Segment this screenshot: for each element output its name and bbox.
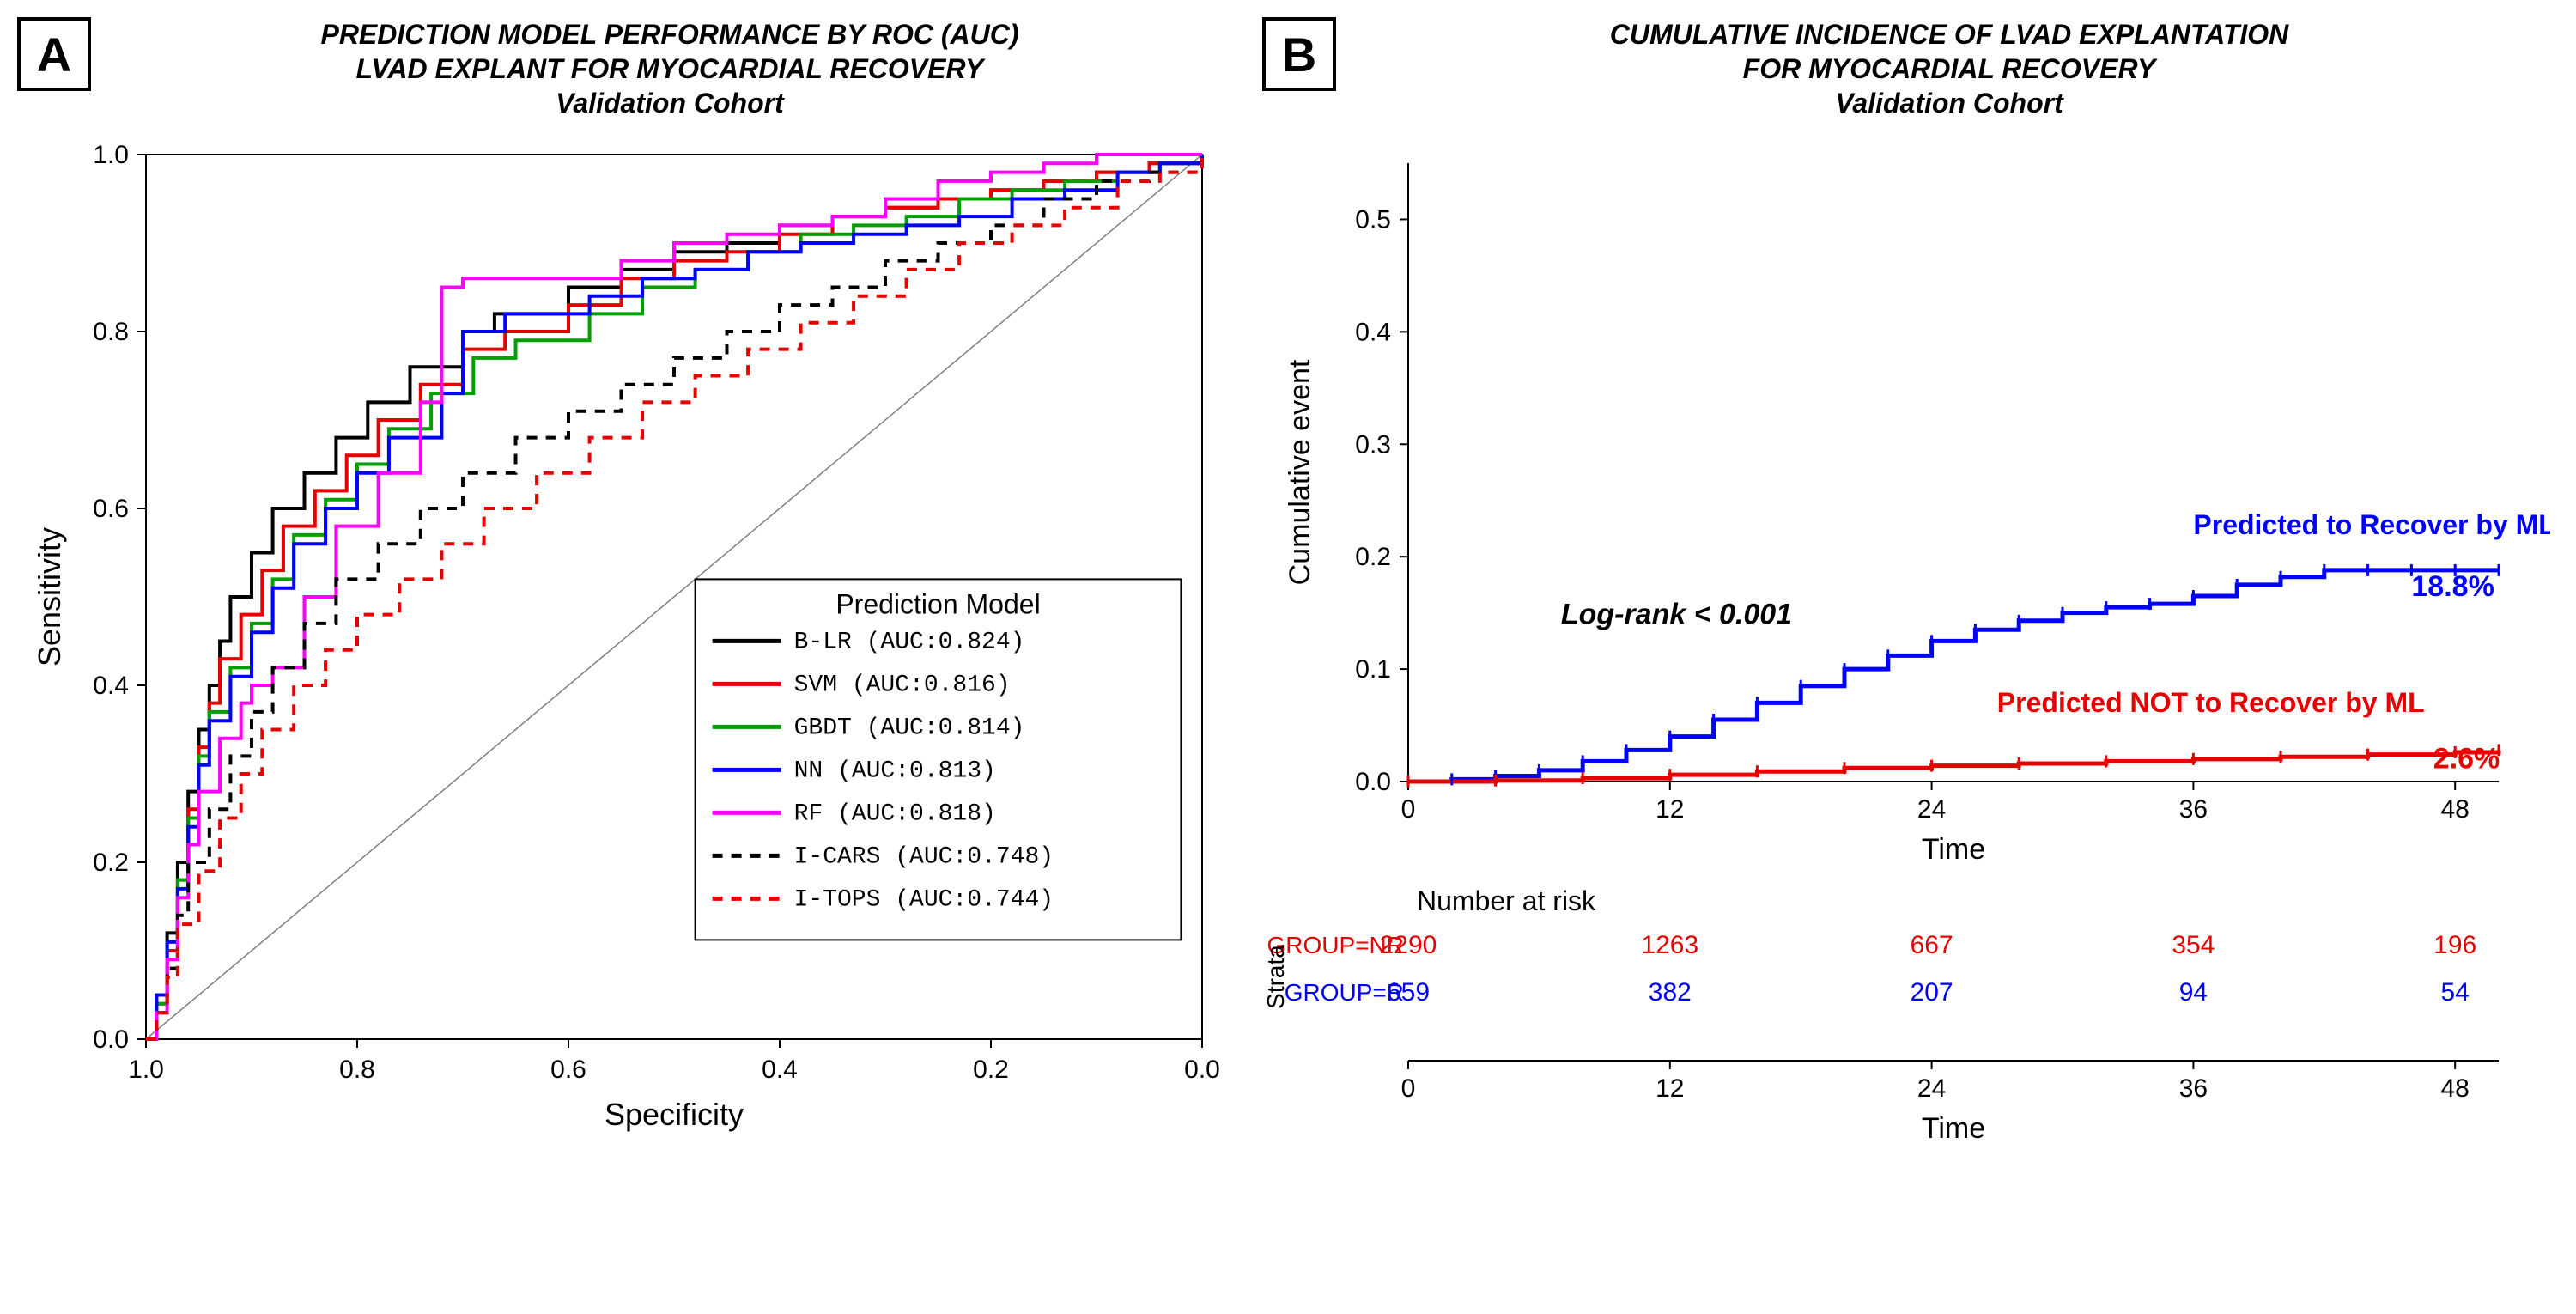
svg-text:Number at risk: Number at risk xyxy=(1417,885,1596,916)
roc-chart: 1.0 0.8 0.6 0.4 0.2 0.0 0.0 0.2 0.4 0.6 0.8 1.0 Spec… xyxy=(17,129,1236,1297)
svg-text:24: 24 xyxy=(1917,1074,1946,1103)
svg-text:382: 382 xyxy=(1649,978,1692,1007)
svg-text:0.6: 0.6 xyxy=(550,1055,586,1084)
svg-text:0: 0 xyxy=(1401,795,1416,824)
panel-b-title-line3: Validation Cohort xyxy=(1348,86,2550,120)
svg-text:GBDT (AUC:0.814): GBDT (AUC:0.814) xyxy=(794,715,1025,741)
svg-text:Time: Time xyxy=(1922,1112,1985,1145)
svg-text:0.2: 0.2 xyxy=(1355,543,1391,571)
km-chart: 0 12 24 36 48 0.0 0.1 0.2 0.3 0.4 0.5 Time Cumulativ… xyxy=(1262,129,2550,1297)
panel-a-badge: A xyxy=(17,17,91,91)
svg-text:SVM (AUC:0.816): SVM (AUC:0.816) xyxy=(794,672,1011,698)
svg-text:2.6%: 2.6% xyxy=(2433,742,2500,775)
svg-text:0.2: 0.2 xyxy=(93,849,129,877)
svg-text:Time: Time xyxy=(1922,833,1985,866)
svg-text:24: 24 xyxy=(1917,795,1946,824)
svg-text:0.3: 0.3 xyxy=(1355,430,1391,459)
svg-text:196: 196 xyxy=(2433,931,2476,959)
svg-text:48: 48 xyxy=(2441,795,2470,824)
svg-text:0.2: 0.2 xyxy=(973,1055,1009,1084)
svg-text:Strata: Strata xyxy=(1262,945,1289,1009)
panel-a-title: PREDICTION MODEL PERFORMANCE BY ROC (AUC… xyxy=(103,17,1236,120)
svg-text:12: 12 xyxy=(1656,795,1684,824)
svg-text:667: 667 xyxy=(1911,931,1953,959)
panel-a: A PREDICTION MODEL PERFORMANCE BY ROC (A… xyxy=(17,17,1236,1297)
svg-text:Log-rank < 0.001: Log-rank < 0.001 xyxy=(1561,599,1792,631)
svg-text:0.4: 0.4 xyxy=(1355,318,1391,346)
svg-text:Predicted to Recover by ML: Predicted to Recover by ML xyxy=(2193,509,2550,540)
svg-text:Cumulative event: Cumulative event xyxy=(1284,359,1316,585)
svg-text:0.0: 0.0 xyxy=(1355,768,1391,796)
svg-text:B-LR (AUC:0.824): B-LR (AUC:0.824) xyxy=(794,629,1025,655)
svg-text:0.6: 0.6 xyxy=(93,495,129,523)
svg-text:Predicted NOT to Recover by ML: Predicted NOT to Recover by ML xyxy=(1997,687,2425,718)
panel-b-title-line1: CUMULATIVE INCIDENCE OF LVAD EXPLANTATIO… xyxy=(1348,17,2550,52)
panel-a-title-line2: LVAD EXPLANT FOR MYOCARDIAL RECOVERY xyxy=(103,52,1236,86)
panel-b: B CUMULATIVE INCIDENCE OF LVAD EXPLANTAT… xyxy=(1262,17,2550,1297)
svg-text:18.8%: 18.8% xyxy=(2411,570,2494,603)
svg-text:48: 48 xyxy=(2441,1074,2470,1103)
svg-text:1.0: 1.0 xyxy=(93,141,129,169)
svg-text:0.5: 0.5 xyxy=(1355,205,1391,234)
svg-text:36: 36 xyxy=(2179,1074,2208,1103)
svg-text:I-CARS (AUC:0.748): I-CARS (AUC:0.748) xyxy=(794,843,1054,870)
svg-text:1.0: 1.0 xyxy=(128,1055,164,1084)
svg-text:0.4: 0.4 xyxy=(762,1055,798,1084)
svg-text:659: 659 xyxy=(1387,978,1430,1007)
svg-text:0: 0 xyxy=(1401,1074,1416,1103)
svg-text:36: 36 xyxy=(2179,795,2208,824)
svg-text:207: 207 xyxy=(1911,978,1953,1007)
svg-text:94: 94 xyxy=(2179,978,2208,1007)
panel-b-title-line2: FOR MYOCARDIAL RECOVERY xyxy=(1348,52,2550,86)
svg-text:12: 12 xyxy=(1656,1074,1684,1103)
svg-text:0.8: 0.8 xyxy=(339,1055,375,1084)
svg-text:54: 54 xyxy=(2441,978,2470,1007)
svg-text:0.4: 0.4 xyxy=(93,672,129,700)
svg-text:I-TOPS (AUC:0.744): I-TOPS (AUC:0.744) xyxy=(794,886,1054,913)
svg-text:0.0: 0.0 xyxy=(93,1025,129,1054)
svg-text:2290: 2290 xyxy=(1380,931,1437,959)
svg-text:Prediction Model: Prediction Model xyxy=(835,588,1040,619)
panel-b-title: CUMULATIVE INCIDENCE OF LVAD EXPLANTATIO… xyxy=(1348,17,2550,120)
svg-text:RF (AUC:0.818): RF (AUC:0.818) xyxy=(794,800,996,827)
panel-a-title-line3: Validation Cohort xyxy=(103,86,1236,120)
svg-text:0.8: 0.8 xyxy=(93,318,129,346)
svg-text:Specificity: Specificity xyxy=(605,1097,744,1132)
svg-text:354: 354 xyxy=(2172,931,2215,959)
svg-text:1263: 1263 xyxy=(1641,931,1698,959)
panel-b-badge: B xyxy=(1262,17,1336,91)
panel-a-title-line1: PREDICTION MODEL PERFORMANCE BY ROC (AUC… xyxy=(103,17,1236,52)
svg-text:Sensitivity: Sensitivity xyxy=(32,527,67,666)
svg-text:0.1: 0.1 xyxy=(1355,655,1391,684)
svg-text:NN (AUC:0.813): NN (AUC:0.813) xyxy=(794,757,996,784)
svg-text:0.0: 0.0 xyxy=(1184,1055,1220,1084)
